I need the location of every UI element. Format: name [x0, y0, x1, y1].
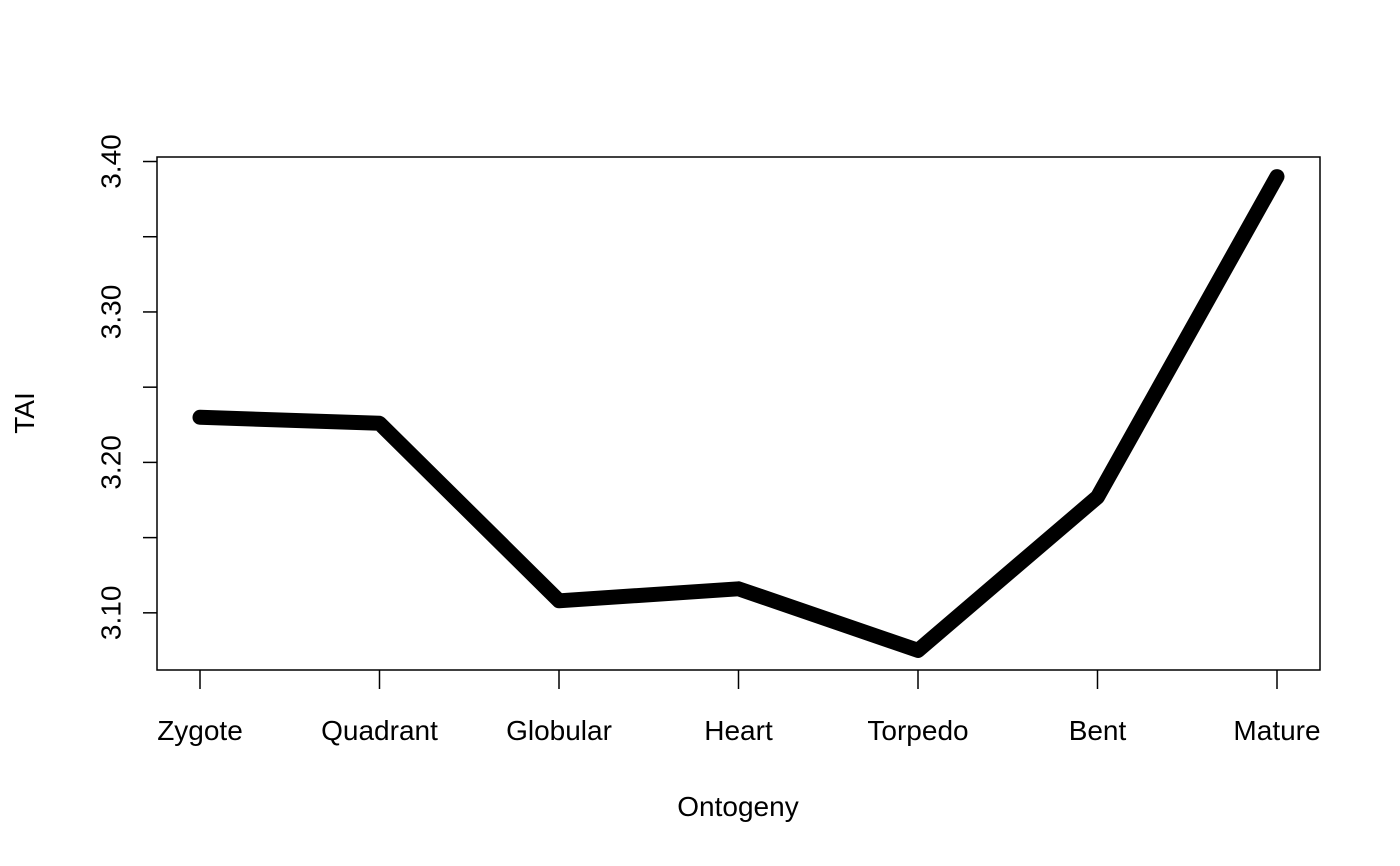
- x-tick-label: Bent: [1069, 715, 1127, 746]
- x-tick-label: Torpedo: [867, 715, 968, 746]
- series-line: [192, 169, 1285, 658]
- x-tick-label: Zygote: [157, 715, 243, 746]
- x-axis-title: Ontogeny: [677, 791, 798, 822]
- x-tick-label: Globular: [506, 715, 612, 746]
- y-tick-label: 3.30: [95, 285, 126, 340]
- x-tick-label: Mature: [1233, 715, 1320, 746]
- x-tick-label: Quadrant: [321, 715, 438, 746]
- y-tick-label: 3.40: [95, 134, 126, 189]
- x-tick-label: Heart: [704, 715, 773, 746]
- y-tick-label: 3.10: [95, 586, 126, 641]
- y-axis: 3.10 3.20 3.30 3.40: [95, 134, 157, 640]
- x-axis: Zygote Quadrant Globular Heart Torpedo Bent Ma…: [157, 670, 1321, 746]
- y-axis-title: TAI: [9, 392, 40, 433]
- y-tick-label: 3.20: [95, 435, 126, 490]
